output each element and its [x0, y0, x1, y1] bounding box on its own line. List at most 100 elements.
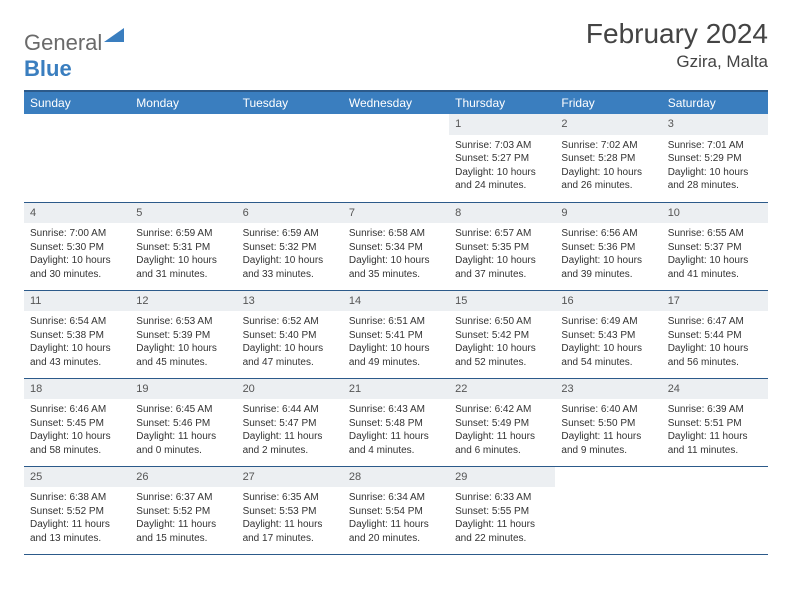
day-number: 2: [555, 114, 661, 135]
sunset-line: Sunset: 5:35 PM: [455, 241, 549, 255]
day-number: 20: [237, 379, 343, 400]
day-info: Sunrise: 6:52 AMSunset: 5:40 PMDaylight:…: [237, 313, 343, 373]
day-info: Sunrise: 7:01 AMSunset: 5:29 PMDaylight:…: [662, 137, 768, 197]
day-info: Sunrise: 7:02 AMSunset: 5:28 PMDaylight:…: [555, 137, 661, 197]
calendar-empty-cell: [662, 466, 768, 554]
day-info: Sunrise: 6:46 AMSunset: 5:45 PMDaylight:…: [24, 401, 130, 461]
sunrise-line: Sunrise: 7:02 AM: [561, 139, 655, 153]
sunrise-line: Sunrise: 7:03 AM: [455, 139, 549, 153]
day-number: 23: [555, 379, 661, 400]
sunrise-line: Sunrise: 6:46 AM: [30, 403, 124, 417]
day-number: 21: [343, 379, 449, 400]
day-number: 15: [449, 291, 555, 312]
calendar-day-cell: 20Sunrise: 6:44 AMSunset: 5:47 PMDayligh…: [237, 378, 343, 466]
calendar-day-cell: 14Sunrise: 6:51 AMSunset: 5:41 PMDayligh…: [343, 290, 449, 378]
day-number: 24: [662, 379, 768, 400]
daylight-line: Daylight: 11 hours and 15 minutes.: [136, 518, 230, 545]
day-number: 4: [24, 203, 130, 224]
daylight-line: Daylight: 11 hours and 2 minutes.: [243, 430, 337, 457]
sunset-line: Sunset: 5:52 PM: [30, 505, 124, 519]
sunset-line: Sunset: 5:49 PM: [455, 417, 549, 431]
sunrise-line: Sunrise: 6:57 AM: [455, 227, 549, 241]
daylight-line: Daylight: 10 hours and 45 minutes.: [136, 342, 230, 369]
day-info: Sunrise: 6:57 AMSunset: 5:35 PMDaylight:…: [449, 225, 555, 285]
logo-triangle-icon: [104, 24, 124, 42]
location-subtitle: Gzira, Malta: [586, 52, 768, 72]
logo: GeneralBlue: [24, 18, 124, 82]
sunrise-line: Sunrise: 6:37 AM: [136, 491, 230, 505]
calendar-empty-cell: [555, 466, 661, 554]
daylight-line: Daylight: 11 hours and 11 minutes.: [668, 430, 762, 457]
daylight-line: Daylight: 10 hours and 33 minutes.: [243, 254, 337, 281]
sunrise-line: Sunrise: 6:42 AM: [455, 403, 549, 417]
sunrise-line: Sunrise: 6:55 AM: [668, 227, 762, 241]
calendar-day-cell: 29Sunrise: 6:33 AMSunset: 5:55 PMDayligh…: [449, 466, 555, 554]
calendar-empty-cell: [343, 114, 449, 202]
day-info: Sunrise: 6:44 AMSunset: 5:47 PMDaylight:…: [237, 401, 343, 461]
calendar-week-row: 18Sunrise: 6:46 AMSunset: 5:45 PMDayligh…: [24, 378, 768, 466]
day-info: Sunrise: 6:43 AMSunset: 5:48 PMDaylight:…: [343, 401, 449, 461]
sunset-line: Sunset: 5:37 PM: [668, 241, 762, 255]
daylight-line: Daylight: 11 hours and 0 minutes.: [136, 430, 230, 457]
calendar-empty-cell: [24, 114, 130, 202]
daylight-line: Daylight: 10 hours and 47 minutes.: [243, 342, 337, 369]
day-number: 26: [130, 467, 236, 488]
calendar-week-row: 1Sunrise: 7:03 AMSunset: 5:27 PMDaylight…: [24, 114, 768, 202]
sunrise-line: Sunrise: 6:59 AM: [136, 227, 230, 241]
sunrise-line: Sunrise: 7:00 AM: [30, 227, 124, 241]
daylight-line: Daylight: 10 hours and 52 minutes.: [455, 342, 549, 369]
day-info: Sunrise: 6:38 AMSunset: 5:52 PMDaylight:…: [24, 489, 130, 549]
sunrise-line: Sunrise: 7:01 AM: [668, 139, 762, 153]
sunset-line: Sunset: 5:46 PM: [136, 417, 230, 431]
calendar-day-cell: 4Sunrise: 7:00 AMSunset: 5:30 PMDaylight…: [24, 202, 130, 290]
daylight-line: Daylight: 10 hours and 26 minutes.: [561, 166, 655, 193]
weekday-header: Monday: [130, 91, 236, 114]
daylight-line: Daylight: 11 hours and 9 minutes.: [561, 430, 655, 457]
header: GeneralBlue February 2024 Gzira, Malta: [24, 18, 768, 82]
daylight-line: Daylight: 10 hours and 56 minutes.: [668, 342, 762, 369]
sunrise-line: Sunrise: 6:59 AM: [243, 227, 337, 241]
day-info: Sunrise: 6:50 AMSunset: 5:42 PMDaylight:…: [449, 313, 555, 373]
sunset-line: Sunset: 5:42 PM: [455, 329, 549, 343]
weekday-header: Friday: [555, 91, 661, 114]
day-info: Sunrise: 6:58 AMSunset: 5:34 PMDaylight:…: [343, 225, 449, 285]
daylight-line: Daylight: 11 hours and 13 minutes.: [30, 518, 124, 545]
sunrise-line: Sunrise: 6:58 AM: [349, 227, 443, 241]
day-number: 22: [449, 379, 555, 400]
sunset-line: Sunset: 5:54 PM: [349, 505, 443, 519]
sunset-line: Sunset: 5:39 PM: [136, 329, 230, 343]
calendar-day-cell: 24Sunrise: 6:39 AMSunset: 5:51 PMDayligh…: [662, 378, 768, 466]
day-number: 18: [24, 379, 130, 400]
sunset-line: Sunset: 5:36 PM: [561, 241, 655, 255]
sunset-line: Sunset: 5:34 PM: [349, 241, 443, 255]
sunset-line: Sunset: 5:50 PM: [561, 417, 655, 431]
sunrise-line: Sunrise: 6:34 AM: [349, 491, 443, 505]
calendar-day-cell: 3Sunrise: 7:01 AMSunset: 5:29 PMDaylight…: [662, 114, 768, 202]
day-number: 28: [343, 467, 449, 488]
calendar-day-cell: 11Sunrise: 6:54 AMSunset: 5:38 PMDayligh…: [24, 290, 130, 378]
day-info: Sunrise: 6:37 AMSunset: 5:52 PMDaylight:…: [130, 489, 236, 549]
calendar-day-cell: 16Sunrise: 6:49 AMSunset: 5:43 PMDayligh…: [555, 290, 661, 378]
day-info: Sunrise: 6:42 AMSunset: 5:49 PMDaylight:…: [449, 401, 555, 461]
calendar-week-row: 11Sunrise: 6:54 AMSunset: 5:38 PMDayligh…: [24, 290, 768, 378]
calendar-empty-cell: [237, 114, 343, 202]
day-number: 7: [343, 203, 449, 224]
weekday-header: Tuesday: [237, 91, 343, 114]
calendar-week-row: 4Sunrise: 7:00 AMSunset: 5:30 PMDaylight…: [24, 202, 768, 290]
day-number: 13: [237, 291, 343, 312]
daylight-line: Daylight: 10 hours and 49 minutes.: [349, 342, 443, 369]
day-number: 11: [24, 291, 130, 312]
calendar-day-cell: 21Sunrise: 6:43 AMSunset: 5:48 PMDayligh…: [343, 378, 449, 466]
calendar-day-cell: 8Sunrise: 6:57 AMSunset: 5:35 PMDaylight…: [449, 202, 555, 290]
sunset-line: Sunset: 5:29 PM: [668, 152, 762, 166]
sunset-line: Sunset: 5:28 PM: [561, 152, 655, 166]
calendar-day-cell: 12Sunrise: 6:53 AMSunset: 5:39 PMDayligh…: [130, 290, 236, 378]
sunrise-line: Sunrise: 6:39 AM: [668, 403, 762, 417]
sunrise-line: Sunrise: 6:54 AM: [30, 315, 124, 329]
day-number: 1: [449, 114, 555, 135]
calendar-day-cell: 18Sunrise: 6:46 AMSunset: 5:45 PMDayligh…: [24, 378, 130, 466]
day-info: Sunrise: 6:55 AMSunset: 5:37 PMDaylight:…: [662, 225, 768, 285]
sunrise-line: Sunrise: 6:56 AM: [561, 227, 655, 241]
calendar-day-cell: 28Sunrise: 6:34 AMSunset: 5:54 PMDayligh…: [343, 466, 449, 554]
day-number: 5: [130, 203, 236, 224]
